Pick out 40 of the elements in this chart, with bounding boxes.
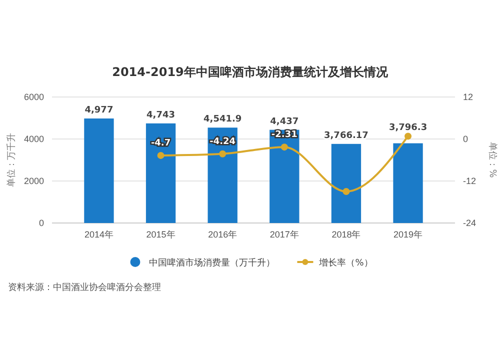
x-tick-label: 2017年: [270, 229, 299, 240]
x-tick-label: 2018年: [332, 229, 361, 240]
x-tick-label: 2019年: [394, 229, 423, 240]
bar: [393, 143, 423, 223]
point: [280, 144, 288, 151]
bar: [270, 130, 300, 223]
legend-label: 增长率（%）: [318, 258, 373, 268]
chart-title: 2014-2019年中国啤酒市场消费量统计及增长情况: [112, 65, 389, 79]
data-label: 4,541.9: [204, 114, 242, 125]
point: [157, 152, 164, 159]
bar: [84, 118, 114, 223]
bar: [146, 123, 176, 223]
text: 资料来源：中国酒业协会啤酒分会整理: [8, 282, 161, 293]
y-tick-label: 6000: [24, 92, 44, 102]
data-label: -4.7: [150, 138, 171, 148]
data-label: -4.24: [210, 136, 236, 147]
data-label: 3,766.17: [324, 130, 368, 141]
x-tick-label: 2014年: [84, 229, 114, 240]
data-label: 4,743: [146, 110, 176, 120]
point: [342, 188, 350, 195]
y2-axis-title: 单位：%: [487, 142, 498, 178]
y2-tick-label: 0: [463, 134, 468, 144]
y2-tick-label: -24: [463, 218, 476, 228]
y-tick-label: 4000: [24, 134, 44, 144]
x-tick-label: 2016年: [208, 229, 238, 240]
data-label: 4,437: [270, 116, 299, 127]
data-label: 3,796.3: [388, 123, 428, 134]
y-tick-label: 0: [38, 218, 44, 228]
y2-tick-label: -12: [463, 176, 476, 186]
bar: [331, 144, 362, 223]
y2-tick-label: 12: [463, 92, 474, 102]
data-label: 4,977: [84, 105, 114, 116]
y-tick-label: 2000: [24, 176, 44, 186]
bar: [208, 128, 238, 223]
legend-label: 中国啤酒市场消费量（万千升）: [149, 258, 276, 268]
point: [219, 150, 226, 158]
y-axis-title: 单位：万千升: [6, 133, 17, 187]
x-tick-label: 2015年: [146, 229, 176, 240]
data-label: -2.31: [271, 130, 298, 140]
point: [404, 132, 412, 140]
